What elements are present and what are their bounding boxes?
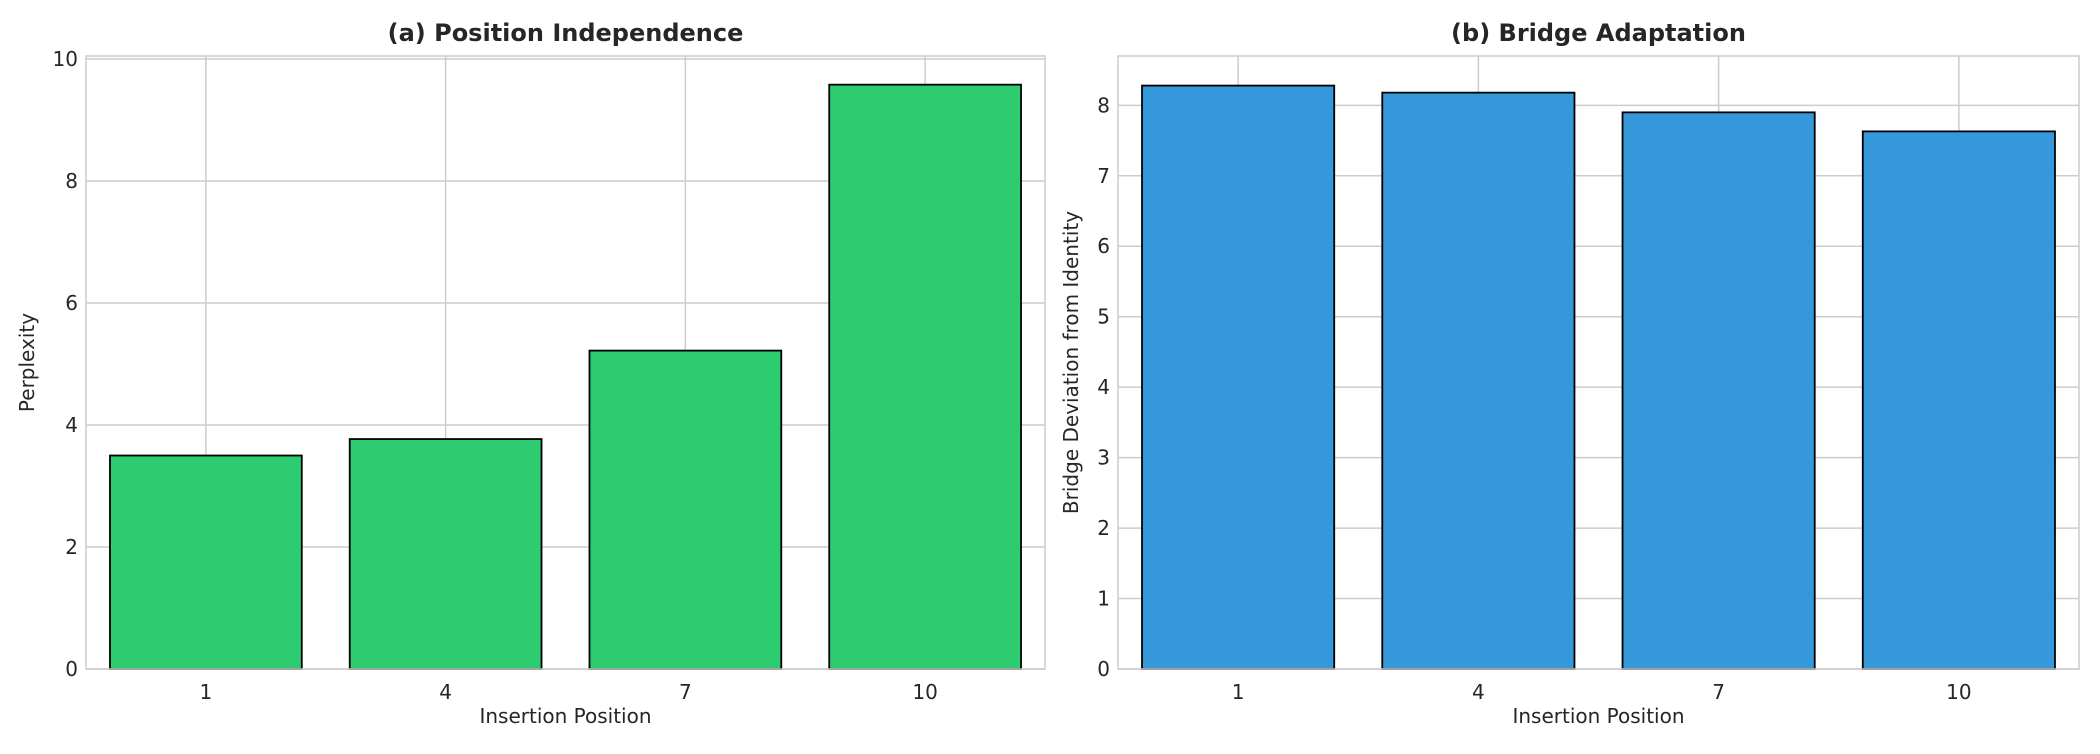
- y-tick-label: 6: [65, 291, 78, 315]
- bar-4: [1381, 91, 1576, 670]
- y-tick-label: 1: [1097, 587, 1110, 611]
- bar-1: [1141, 84, 1336, 670]
- x-tick-label: 1: [1232, 680, 1245, 704]
- bar-1: [109, 454, 303, 670]
- y-tick-label: 0: [1097, 657, 1110, 681]
- bar-7: [1621, 111, 1816, 670]
- y-tick-label: 8: [65, 169, 78, 193]
- y-axis-label: Bridge Deviation from Identity: [1059, 211, 1083, 514]
- y-tick-label: 6: [1097, 234, 1110, 258]
- x-tick-label: 10: [912, 680, 937, 704]
- y-tick-label: 4: [1097, 375, 1110, 399]
- y-tick-label: 3: [1097, 446, 1110, 470]
- y-tick-label: 5: [1097, 305, 1110, 329]
- y-axis-label: Perplexity: [15, 313, 39, 412]
- bar-10: [1861, 130, 2056, 670]
- bar-10: [828, 83, 1022, 670]
- bar-4: [348, 438, 543, 670]
- x-tick-label: 4: [1472, 680, 1485, 704]
- x-tick-label: 1: [200, 680, 213, 704]
- y-tick-label: 0: [65, 657, 78, 681]
- x-axis-label: Insertion Position: [479, 704, 651, 728]
- x-tick-label: 7: [679, 680, 692, 704]
- x-axis-label: Insertion Position: [1512, 704, 1684, 728]
- y-tick-label: 4: [65, 413, 78, 437]
- y-tick-label: 10: [53, 47, 78, 71]
- x-tick-label: 10: [1946, 680, 1971, 704]
- chart-panel-b: 0 1 2 3 4 5 6 7 8 1 4 7 10 (b) Bridge Adaptation Inser…: [1059, 19, 2080, 728]
- chart-title: (b) Bridge Adaptation: [1451, 19, 1746, 47]
- y-tick-label: 2: [1097, 516, 1110, 540]
- y-tick-label: 7: [1097, 164, 1110, 188]
- x-tick-label: 7: [1712, 680, 1725, 704]
- y-tick-label: 2: [65, 535, 78, 559]
- chart-title: (a) Position Independence: [388, 19, 744, 47]
- plot-frame: [1117, 55, 2080, 670]
- y-tick-label: 8: [1097, 93, 1110, 117]
- x-tick-label: 4: [439, 680, 452, 704]
- chart-panel-a: 0 2 4 6 8 10 1 4 7 10 (a) Position Independence Ins…: [15, 19, 1046, 728]
- plot-frame: [85, 55, 1046, 670]
- bar-7: [588, 349, 783, 670]
